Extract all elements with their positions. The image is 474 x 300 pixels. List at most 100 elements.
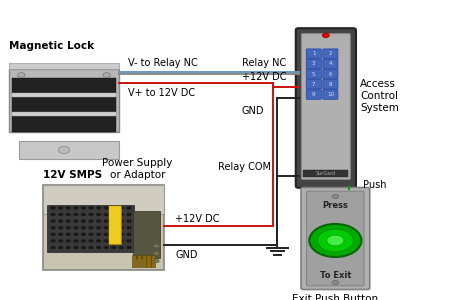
FancyBboxPatch shape [301, 34, 350, 179]
Bar [142, 255, 146, 267]
Circle shape [73, 226, 78, 229]
FancyBboxPatch shape [307, 191, 364, 286]
Bar [137, 255, 141, 267]
Circle shape [127, 239, 131, 242]
Circle shape [18, 73, 25, 77]
Text: V- to Relay NC: V- to Relay NC [128, 58, 198, 68]
Circle shape [96, 246, 101, 249]
Circle shape [119, 206, 124, 209]
Circle shape [111, 246, 116, 249]
Circle shape [89, 246, 93, 249]
FancyBboxPatch shape [306, 90, 321, 99]
Bar [12, 116, 116, 132]
Text: Exit Push Button: Exit Push Button [292, 294, 378, 300]
Text: 10: 10 [327, 92, 334, 97]
Circle shape [318, 229, 353, 252]
Circle shape [89, 233, 93, 236]
Text: Relay NC: Relay NC [242, 58, 286, 68]
Circle shape [81, 246, 86, 249]
Text: GND: GND [175, 250, 198, 260]
Bar [12, 78, 116, 94]
Circle shape [81, 213, 86, 216]
Circle shape [73, 220, 78, 223]
Circle shape [96, 213, 101, 216]
Text: +12V DC: +12V DC [242, 73, 286, 82]
Circle shape [127, 246, 131, 249]
Bar [303, 169, 348, 177]
Bar [9, 69, 119, 132]
Circle shape [89, 239, 93, 242]
Circle shape [66, 213, 71, 216]
Circle shape [104, 239, 109, 242]
Circle shape [332, 194, 338, 199]
Circle shape [58, 246, 63, 249]
Bar [47, 205, 135, 252]
Circle shape [89, 220, 93, 223]
Text: Press: Press [322, 201, 348, 210]
Bar [151, 255, 155, 267]
Circle shape [58, 206, 63, 209]
Text: 4: 4 [328, 61, 332, 66]
Circle shape [327, 235, 344, 246]
Circle shape [103, 73, 110, 77]
Text: 8: 8 [328, 82, 332, 87]
Bar [43, 184, 164, 214]
Circle shape [58, 146, 70, 154]
Text: 12V SMPS: 12V SMPS [43, 170, 102, 180]
Circle shape [111, 226, 116, 229]
Circle shape [104, 233, 109, 236]
Circle shape [104, 246, 109, 249]
Circle shape [81, 239, 86, 242]
FancyBboxPatch shape [301, 188, 370, 290]
Circle shape [66, 239, 71, 242]
Text: V+ to 12V DC: V+ to 12V DC [128, 88, 195, 98]
Circle shape [66, 233, 71, 236]
Circle shape [104, 206, 109, 209]
Circle shape [66, 220, 71, 223]
Circle shape [111, 239, 116, 242]
Circle shape [73, 206, 78, 209]
Circle shape [51, 226, 55, 229]
Bar [133, 211, 160, 258]
Circle shape [154, 244, 159, 248]
Text: Push: Push [363, 180, 386, 190]
Circle shape [58, 220, 63, 223]
Circle shape [96, 206, 101, 209]
Circle shape [119, 246, 124, 249]
Text: Relay COM: Relay COM [218, 163, 271, 172]
Circle shape [66, 206, 71, 209]
FancyBboxPatch shape [306, 59, 321, 69]
Circle shape [51, 206, 55, 209]
Circle shape [154, 252, 159, 255]
Circle shape [73, 239, 78, 242]
FancyBboxPatch shape [306, 69, 321, 79]
Circle shape [127, 220, 131, 223]
Circle shape [104, 220, 109, 223]
Circle shape [81, 206, 86, 209]
Circle shape [51, 239, 55, 242]
Text: Magnetic Lock: Magnetic Lock [9, 41, 95, 51]
Circle shape [111, 233, 116, 236]
Circle shape [51, 233, 55, 236]
Circle shape [96, 233, 101, 236]
Circle shape [73, 213, 78, 216]
Circle shape [332, 280, 338, 285]
FancyBboxPatch shape [323, 90, 338, 99]
Bar [43, 184, 164, 270]
Circle shape [104, 213, 109, 216]
Circle shape [89, 213, 93, 216]
Circle shape [127, 233, 131, 236]
Text: Access
Control
System: Access Control System [360, 80, 399, 112]
Circle shape [96, 226, 101, 229]
Circle shape [119, 239, 124, 242]
Circle shape [309, 224, 361, 257]
Text: 6: 6 [328, 72, 332, 76]
Circle shape [96, 220, 101, 223]
Circle shape [127, 206, 131, 209]
Circle shape [58, 239, 63, 242]
Bar [109, 206, 121, 244]
Circle shape [96, 239, 101, 242]
Bar [12, 112, 116, 116]
Text: GND: GND [242, 106, 264, 116]
Text: To Exit: To Exit [319, 272, 351, 280]
